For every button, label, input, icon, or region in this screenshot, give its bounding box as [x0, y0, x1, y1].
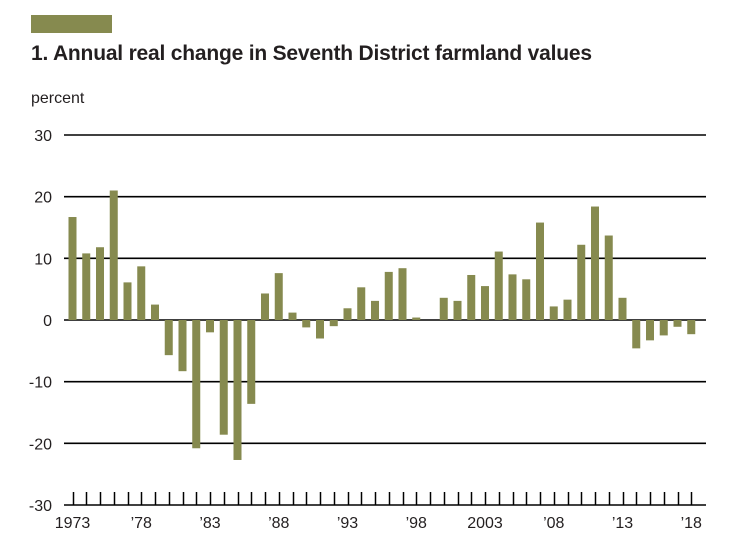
- y-tick-label-0: 0: [43, 313, 52, 330]
- x-axis-labels: 1973 ’78 ’83 ’88 ’93 ’98 2003 ’08 ’13 ’18: [55, 515, 702, 532]
- bar-2015: [646, 320, 654, 341]
- bar-1974: [82, 253, 91, 320]
- bar-2007: [536, 222, 544, 320]
- bar-1995: [371, 300, 379, 320]
- bar-2018: [687, 320, 696, 335]
- bar-2017: [673, 320, 682, 327]
- bar-2003: [481, 286, 489, 320]
- bar-1982: [192, 320, 201, 449]
- bar-1998: [412, 317, 421, 320]
- y-axis-labels: 30 20 10 0 -10 -20 -30: [29, 128, 52, 515]
- bar-1983: [206, 320, 214, 333]
- x-tick-label-2013: ’13: [612, 515, 633, 532]
- x-tick-label-2018: ’18: [681, 515, 702, 532]
- x-axis-ticks: [64, 492, 706, 506]
- bar-2009: [563, 299, 572, 320]
- bar-2013: [618, 297, 627, 320]
- bar-2012: [604, 235, 613, 320]
- y-tick-label--20: -20: [29, 436, 52, 453]
- y-tick-label--30: -30: [29, 498, 52, 515]
- x-tick-label-2003: 2003: [467, 515, 503, 532]
- chart-title: 1. Annual real change in Seventh Distric…: [31, 42, 592, 65]
- bar-2016: [659, 320, 668, 336]
- x-tick-label-2008: ’08: [543, 515, 564, 532]
- bar-1980: [164, 320, 173, 356]
- bar-1975: [96, 247, 104, 320]
- bar-1976: [109, 190, 118, 320]
- bar-1978: [137, 266, 146, 320]
- bar-1979: [151, 304, 159, 320]
- x-tick-label-1983: ’83: [199, 515, 220, 532]
- x-tick-label-1978: ’78: [131, 515, 152, 532]
- bar-2004: [494, 251, 503, 320]
- bar-1993: [343, 308, 352, 320]
- bar-2001: [453, 300, 462, 320]
- bar-1991: [316, 320, 324, 339]
- bar-2006: [522, 279, 531, 320]
- bar-series: [68, 190, 696, 460]
- bar-1973: [68, 217, 77, 320]
- bar-1997: [398, 268, 407, 320]
- bar-2014: [632, 320, 641, 349]
- header-accent-bar: [31, 15, 112, 33]
- bar-1981: [178, 320, 187, 372]
- bar-2010: [577, 244, 586, 320]
- bar-1986: [247, 320, 256, 404]
- y-tick-label-10: 10: [34, 251, 52, 268]
- y-tick-label--10: -10: [29, 375, 52, 392]
- bar-1994: [357, 287, 366, 320]
- bar-1990: [302, 320, 311, 328]
- bar-2000: [439, 297, 448, 320]
- bar-2008: [549, 306, 558, 320]
- bar-1987: [261, 293, 269, 320]
- bar-2005: [508, 274, 517, 320]
- x-tick-label-1988: ’88: [268, 515, 289, 532]
- y-axis-unit-label: percent: [31, 90, 85, 107]
- bar-1989: [288, 312, 297, 320]
- y-tick-label-30: 30: [34, 128, 52, 145]
- bar-1996: [384, 271, 393, 320]
- bar-2011: [591, 206, 599, 320]
- x-tick-label-1973: 1973: [55, 515, 91, 532]
- bar-1984: [219, 320, 228, 435]
- bar-1985: [233, 320, 242, 460]
- bar-1992: [329, 320, 338, 327]
- y-tick-label-20: 20: [34, 190, 52, 207]
- bar-1988: [274, 273, 283, 320]
- bar-2002: [467, 274, 476, 320]
- x-tick-label-1998: ’98: [406, 515, 427, 532]
- x-tick-label-1993: ’93: [337, 515, 358, 532]
- bar-1977: [123, 282, 132, 320]
